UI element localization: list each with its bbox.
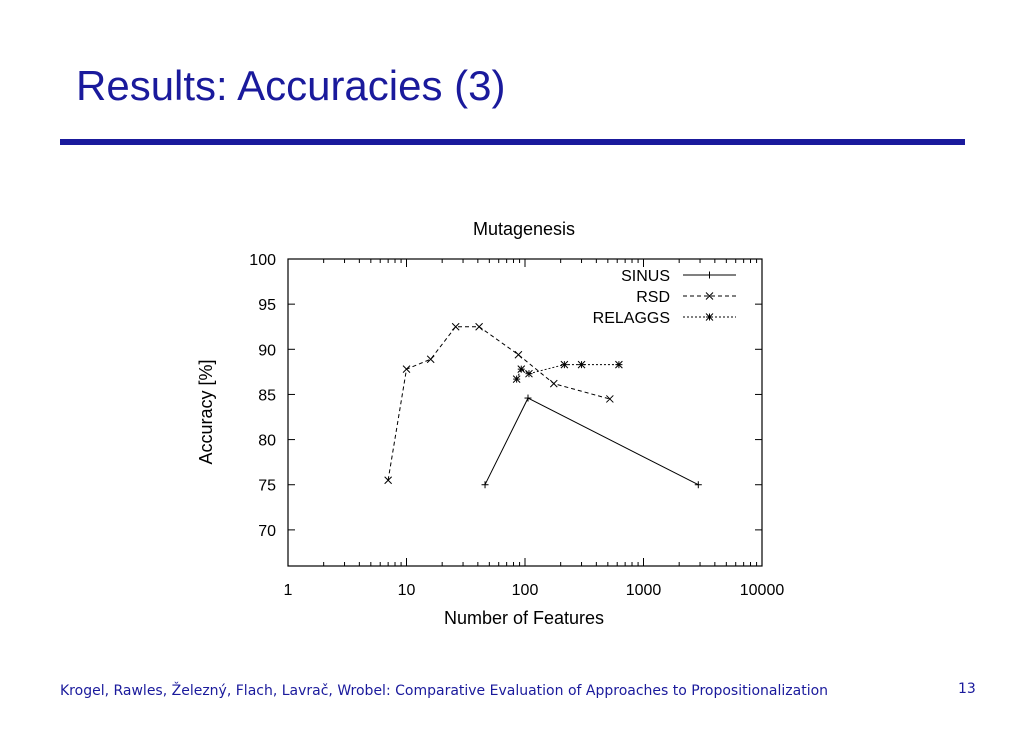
data-point-rsd: [549, 379, 558, 388]
legend-item-relaggs: RELAGGS: [593, 310, 736, 327]
x-axis-label: Number of Features: [444, 608, 604, 628]
y-tick-label: 75: [258, 478, 276, 495]
slide-title: Results: Accuracies (3): [76, 62, 506, 109]
y-tick-label: 70: [258, 523, 276, 540]
series-rsd: [384, 322, 614, 485]
y-tick-label: 100: [249, 252, 276, 269]
legend: SINUS RSD RELAGGS: [593, 268, 736, 327]
plot-frame: [287, 258, 763, 567]
y-tick-label: 90: [258, 342, 276, 359]
legend-item-sinus: SINUS: [621, 268, 736, 285]
data-point-sinus: [524, 394, 532, 402]
legend-marker-relaggs: [705, 313, 714, 321]
y-tick-label: 95: [258, 297, 276, 314]
data-point-rsd: [514, 350, 523, 359]
y-tick-label: 80: [258, 433, 276, 450]
data-point-sinus: [481, 481, 489, 489]
legend-label-sinus: SINUS: [621, 268, 670, 285]
data-point-relaggs: [517, 365, 526, 374]
chart-title: Mutagenesis: [473, 219, 575, 239]
y-tick-label: 85: [258, 387, 276, 404]
data-point-relaggs: [512, 375, 521, 383]
data-point-rsd: [402, 365, 411, 374]
data-point-relaggs: [525, 369, 533, 378]
legend-marker-sinus: [706, 271, 713, 279]
y-axis-label: Accuracy [%]: [196, 359, 216, 464]
data-point-sinus: [694, 481, 702, 489]
x-tick-label: 10000: [740, 582, 785, 599]
data-point-rsd: [451, 322, 460, 331]
title-divider: [60, 139, 965, 145]
axes: 70 75 80 85 90 95 100 1 10 100 1000 10000: [249, 252, 784, 599]
series-layer: [384, 322, 702, 489]
footer-citation: Krogel, Rawles, Železný, Flach, Lavrač, …: [60, 683, 829, 699]
x-tick-label: 100: [512, 582, 539, 599]
data-point-rsd: [475, 322, 483, 331]
series-line-relaggs: [516, 364, 619, 380]
series-line-sinus: [484, 397, 699, 486]
data-point-rsd: [605, 395, 614, 403]
legend-marker-rsd: [705, 292, 714, 300]
legend-label-relaggs: RELAGGS: [593, 310, 670, 327]
data-point-rsd: [426, 355, 435, 364]
legend-label-rsd: RSD: [636, 289, 670, 306]
data-point-rsd: [384, 476, 392, 485]
legend-item-rsd: RSD: [636, 289, 736, 306]
data-point-relaggs: [615, 360, 623, 369]
data-point-relaggs: [560, 360, 569, 369]
series-relaggs: [512, 360, 623, 383]
page-number: 13: [958, 681, 976, 697]
x-tick-label: 10: [398, 582, 416, 599]
series-sinus: [481, 394, 702, 489]
x-tick-label: 1: [284, 582, 293, 599]
series-line-rsd: [387, 326, 610, 481]
x-tick-label: 1000: [626, 582, 662, 599]
data-point-relaggs: [577, 360, 586, 369]
